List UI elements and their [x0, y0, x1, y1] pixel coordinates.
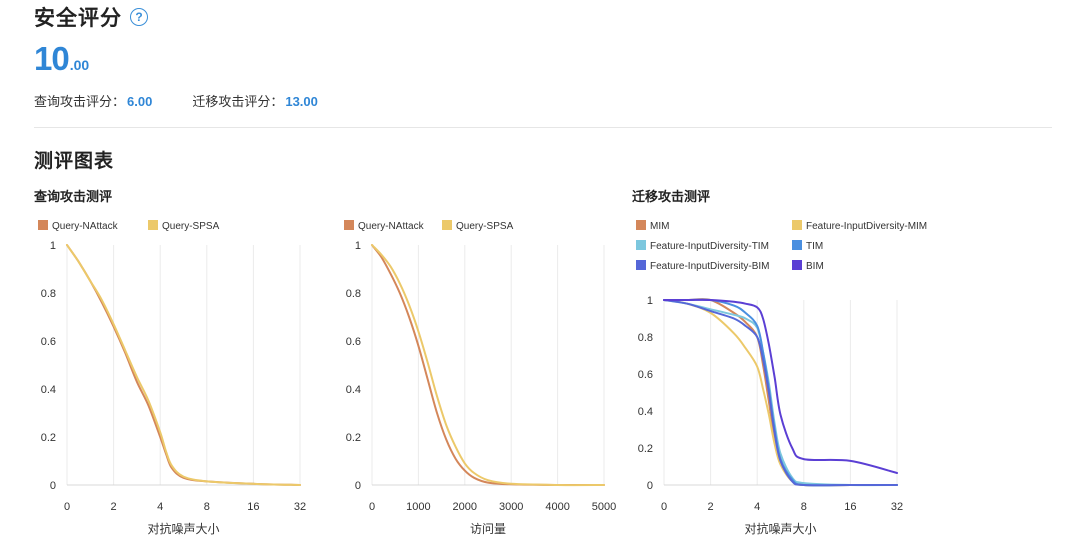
y-tick-label: 0.2: [41, 432, 56, 444]
x-tick-label: 5000: [592, 501, 616, 513]
transfer-attack-heading: 迁移攻击测评: [632, 189, 711, 204]
y-tick-label: 0.6: [41, 336, 56, 348]
series-line-query-spsa: [66, 244, 301, 486]
legend-label: Query-NAttack: [52, 221, 119, 232]
transfer-score-value: 13.00: [285, 94, 318, 109]
y-tick-label: 0.8: [346, 288, 361, 300]
x-axis-label: 对抗噪声大小: [744, 521, 816, 536]
query-score-label: 查询攻击评分：: [34, 94, 126, 109]
legend-item-query-nattack[interactable]: Query-NAttack: [38, 220, 119, 232]
query-noise-chart: Query-NAttack Query-SPSA 0 2 4 8 16 32 0 0.2 0.4 0.…: [38, 220, 306, 536]
query-score: 查询攻击评分： 6.00: [34, 91, 152, 110]
y-tick-label: 1: [647, 295, 653, 307]
x-tick-label: 1000: [406, 501, 430, 513]
legend-label: MIM: [650, 221, 669, 232]
transfer-score: 迁移攻击评分： 13.00: [192, 91, 318, 110]
x-tick-label: 32: [294, 501, 306, 513]
transfer-noise-chart: MIM Feature-InputDiversity-MIM Feature-Inp…: [636, 220, 927, 536]
x-tick-label: 2000: [453, 501, 477, 513]
score-decimal: .00: [69, 57, 90, 73]
legend-label: Query-NAttack: [358, 221, 425, 232]
legend-swatch: [344, 220, 354, 230]
y-tick-label: 0.6: [638, 369, 653, 381]
x-tick-label: 2: [708, 501, 714, 513]
legend-item-bim[interactable]: BIM: [792, 260, 824, 272]
transfer-score-label: 迁移攻击评分：: [192, 94, 284, 109]
legend-item-query-nattack[interactable]: Query-NAttack: [344, 220, 425, 232]
x-tick-label: 0: [64, 501, 70, 513]
x-tick-label: 3000: [499, 501, 523, 513]
y-tick-label: 0.8: [41, 288, 56, 300]
legend-label: Feature-InputDiversity-TIM: [650, 241, 769, 252]
series-line-tim: [663, 298, 898, 487]
query-score-value: 6.00: [127, 94, 153, 109]
series-line-query-spsa: [371, 244, 605, 487]
y-tick-label: 0.4: [41, 384, 56, 396]
legend-label: Feature-InputDiversity-MIM: [806, 221, 927, 232]
legend-swatch: [38, 220, 48, 230]
page-title: 安全评分: [34, 7, 122, 30]
legend-label: TIM: [806, 241, 823, 252]
sub-scores: 查询攻击评分： 6.00 迁移攻击评分： 13.00: [34, 91, 318, 110]
x-tick-label: 16: [247, 501, 259, 513]
legend-item-mim[interactable]: MIM: [636, 220, 669, 232]
legend-swatch: [148, 220, 158, 230]
x-axis-label: 访问量: [470, 522, 506, 536]
x-tick-label: 8: [204, 501, 210, 513]
total-score: 10 .00: [34, 40, 89, 78]
legend-swatch: [792, 260, 802, 270]
y-tick-label: 0.4: [346, 384, 361, 396]
legend-label: Feature-InputDiversity-BIM: [650, 261, 769, 272]
legend-item-query-spsa[interactable]: Query-SPSA: [442, 220, 514, 232]
x-axis-label: 对抗噪声大小: [147, 521, 219, 536]
legend-item-feature-inputdiversity-mim[interactable]: Feature-InputDiversity-MIM: [792, 220, 927, 232]
legend-swatch: [636, 260, 646, 270]
legend-item-tim[interactable]: TIM: [792, 240, 823, 252]
x-tick-label: 4: [754, 501, 760, 513]
question-circle-icon[interactable]: ?: [130, 8, 148, 26]
legend-label: Query-SPSA: [456, 221, 514, 232]
legend-item-feature-inputdiversity-tim[interactable]: Feature-InputDiversity-TIM: [636, 240, 769, 252]
series-line-query-nattack: [371, 244, 605, 487]
legend-label: BIM: [806, 261, 824, 272]
query-attack-heading: 查询攻击测评: [34, 189, 113, 204]
legend-swatch: [636, 240, 646, 250]
score-integer: 10: [34, 40, 70, 77]
y-tick-label: 0: [355, 480, 361, 492]
x-tick-label: 32: [891, 501, 903, 513]
y-tick-label: 1: [50, 240, 56, 252]
x-tick-label: 2: [111, 501, 117, 513]
y-tick-label: 0: [647, 480, 653, 492]
legend-label: Query-SPSA: [162, 221, 220, 232]
legend-swatch: [792, 240, 802, 250]
legend-swatch: [636, 220, 646, 230]
y-tick-label: 0.2: [346, 432, 361, 444]
query-access-chart: Query-NAttack Query-SPSA 0 1000 2000 3000 4000…: [344, 220, 616, 536]
y-tick-label: 0.6: [346, 336, 361, 348]
series-line-bim: [663, 298, 898, 474]
x-tick-label: 8: [801, 501, 807, 513]
x-tick-label: 4: [157, 501, 163, 513]
title-row: 安全评分 ?: [34, 2, 148, 32]
legend-swatch: [792, 220, 802, 230]
legend-item-feature-inputdiversity-bim[interactable]: Feature-InputDiversity-BIM: [636, 260, 769, 272]
section-title: 测评图表: [34, 151, 115, 172]
x-tick-label: 4000: [545, 501, 569, 513]
legend-swatch: [442, 220, 452, 230]
x-tick-label: 0: [661, 501, 667, 513]
series-line-feature-inputdiversity-bim: [663, 299, 898, 487]
y-tick-label: 0.4: [638, 406, 653, 418]
y-tick-label: 1: [355, 240, 361, 252]
y-tick-label: 0.8: [638, 332, 653, 344]
x-tick-label: 16: [844, 501, 856, 513]
series-line-query-nattack: [66, 244, 301, 486]
divider: [34, 127, 1052, 128]
y-tick-label: 0: [50, 480, 56, 492]
x-tick-label: 0: [369, 501, 375, 513]
y-tick-label: 0.2: [638, 443, 653, 455]
legend-item-query-spsa[interactable]: Query-SPSA: [148, 220, 220, 232]
